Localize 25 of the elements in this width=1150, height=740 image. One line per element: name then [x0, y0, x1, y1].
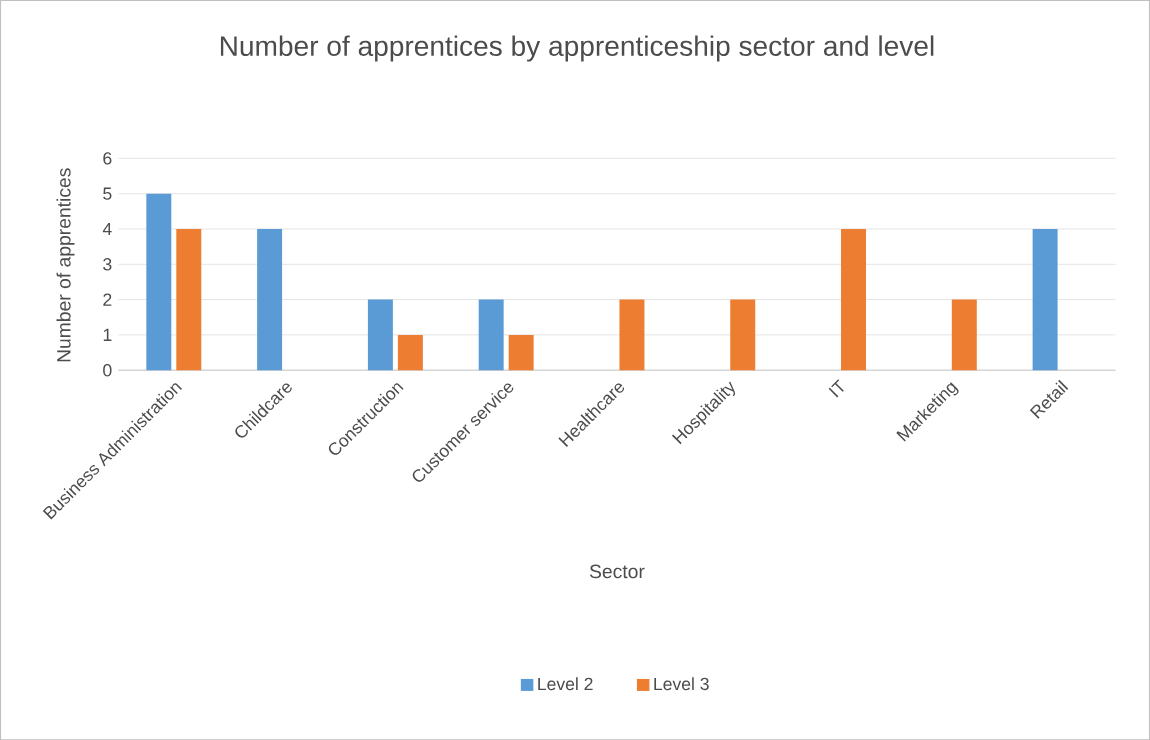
y-axis-title: Number of apprentices	[56, 168, 75, 362]
chart-title: Number of apprentices by apprenticeship sector and level	[220, 35, 934, 62]
bar	[619, 299, 645, 370]
bar	[176, 228, 202, 370]
bar	[397, 334, 423, 370]
x-tick-label: IT	[828, 379, 844, 398]
bar	[951, 299, 977, 370]
y-tick-label: 0	[103, 363, 112, 377]
y-tick-label: 1	[103, 328, 112, 341]
legend-label: Level 2	[538, 677, 593, 690]
bar	[1032, 228, 1058, 370]
y-tick-label: 4	[102, 222, 112, 235]
y-tick-label: 2	[103, 293, 112, 306]
bar	[478, 299, 504, 370]
bar	[146, 193, 172, 370]
y-tick-label: 6	[103, 151, 112, 165]
y-tick-label: 3	[103, 257, 112, 271]
bar	[508, 334, 534, 370]
bar	[730, 299, 756, 370]
y-tick-label: 5	[103, 187, 112, 200]
x-axis-title: Sector	[589, 564, 645, 579]
bar	[257, 228, 283, 370]
legend-label: Level 3	[654, 677, 709, 690]
bar	[367, 299, 393, 370]
bar	[841, 228, 867, 370]
